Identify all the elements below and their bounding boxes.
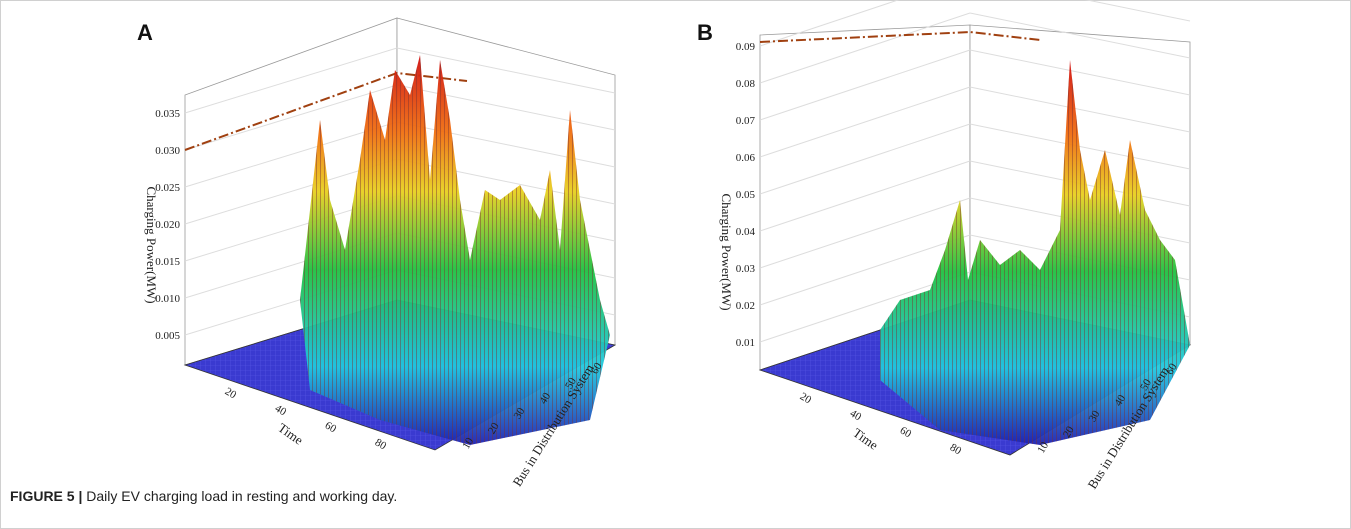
wall-grid-line	[759, 160, 971, 232]
z-tick-label: 0.01	[736, 337, 755, 349]
z-tick-label: 0.005	[155, 330, 180, 342]
wall-grid-line	[184, 84, 398, 151]
z-tick-label: 0.05	[736, 189, 756, 201]
z-tick-label: 0.03	[736, 263, 756, 275]
z-tick-label: 0.02	[736, 300, 755, 312]
wall-grid-line	[969, 86, 1191, 133]
x-tick-label: 20	[223, 385, 239, 401]
wall-grid-line	[396, 47, 616, 94]
wall-grid-line	[969, 123, 1191, 170]
wall-grid-line	[969, 49, 1191, 96]
z-tick-label: 0.015	[155, 256, 180, 268]
threshold-line	[184, 71, 468, 151]
wall-grid-line	[184, 121, 398, 188]
z-tick-label: 0.09	[736, 41, 756, 53]
z-tick-label: 0.06	[736, 152, 756, 164]
x-axis-title: Time	[850, 425, 881, 453]
threshold-line	[759, 30, 1041, 43]
wall-grid-line	[184, 47, 398, 114]
panel-label: A	[137, 20, 153, 45]
z-tick-label: 0.07	[736, 115, 756, 127]
wall-grid-line	[759, 0, 900, 47]
z-tick-label: 0.025	[155, 182, 180, 194]
z-axis-title: Charging Power(MW)	[719, 193, 734, 310]
wall-grid-line	[759, 234, 971, 306]
wall-grid-line	[396, 121, 616, 168]
z-tick-label: 0.010	[155, 293, 180, 305]
surface-stripes	[880, 60, 1190, 445]
wall-grid-line	[396, 84, 616, 131]
x-tick-label: 60	[898, 424, 914, 440]
x-tick-label: 40	[273, 402, 289, 418]
z-tick-label: 0.08	[736, 78, 756, 90]
caption: FIGURE 5 | Daily EV charging load in res…	[10, 488, 397, 504]
z-tick-label: 0.04	[736, 226, 756, 238]
wall-grid-line	[1084, 0, 1191, 22]
wall-grid-line	[759, 49, 971, 121]
wall-grid-line	[759, 12, 971, 84]
caption-text: Daily EV charging load in resting and wo…	[86, 488, 397, 504]
x-tick-label: 80	[948, 441, 964, 457]
wall-grid-line	[759, 86, 971, 158]
x-tick-label: 40	[848, 407, 864, 423]
x-tick-label: 80	[373, 436, 389, 452]
z-tick-label: 0.020	[155, 219, 180, 231]
panel-label: B	[697, 20, 713, 45]
x-axis-title: Time	[275, 420, 306, 448]
wall-grid-line	[759, 123, 971, 195]
x-tick-label: 20	[798, 390, 814, 406]
panels: 0.005 0.010 0.015 0.020 0.025 0.030 0.035 Charg…	[137, 0, 1192, 491]
caption-label: FIGURE 5 |	[10, 488, 82, 504]
z-tick-label: 0.030	[155, 145, 180, 157]
z-tick-label: 0.035	[155, 108, 180, 120]
wall-grid-line	[759, 197, 971, 269]
wall-grid-line	[969, 12, 1191, 59]
z-axis-title: Charging Power(MW)	[144, 186, 159, 303]
x-tick-label: 60	[323, 419, 339, 435]
surface-stripes	[300, 55, 610, 445]
